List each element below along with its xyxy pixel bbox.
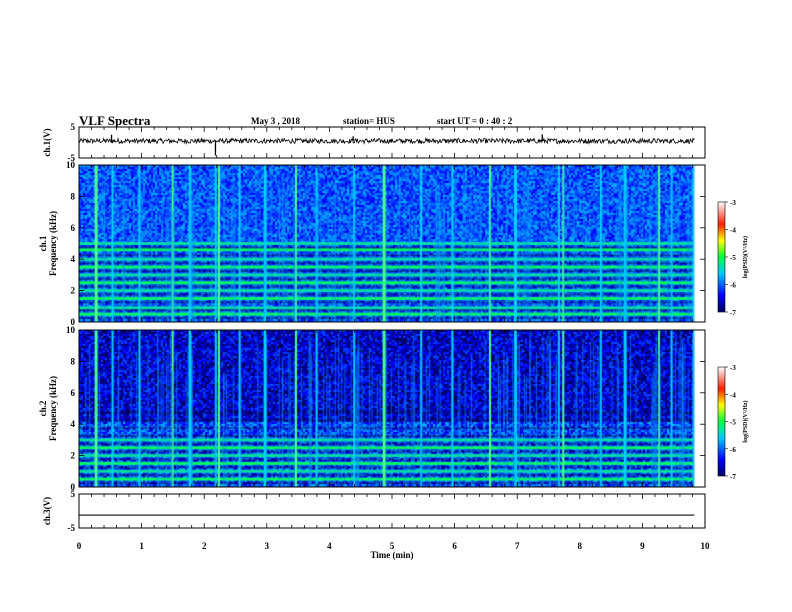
y-tick-label: -5 [68,153,76,163]
y-axis-label: ch.1 Frequency (kHz) [38,211,58,276]
y-tick-label: 6 [71,223,76,233]
colorbar-tick-label: -7 [730,473,736,481]
x-tick-label: 5 [390,541,395,551]
x-tick-label: 9 [640,541,645,551]
ch2-spectrogram-canvas [79,330,705,487]
y-tick-label: -5 [68,523,76,533]
y-tick-label: 5 [71,489,76,499]
station-label: station= HUS [343,116,395,126]
x-tick-label: 7 [515,541,520,551]
y-tick-label: 4 [71,254,76,264]
colorbar-tick-label: -6 [730,282,736,290]
x-axis-label: Time (min) [370,550,413,560]
y-tick-label: 0 [71,317,76,327]
chart-title: VLF Spectra [79,113,151,128]
y-tick-label: 10 [66,160,76,170]
colorbar-tick-label: -3 [730,364,736,372]
y-axis-label-line: ch.2 [38,400,48,416]
colorbar-tick-label: -4 [730,227,736,235]
y-tick-label: 6 [71,388,76,398]
colorbar-label: log(PSD)(V²/Hz) [742,400,749,442]
x-tick-label: 6 [452,541,457,551]
start-time-label: start UT = 0 : 40 : 2 [437,116,513,126]
ch1-waveform-trace [78,137,695,145]
y-axis-label-line: ch.3(V) [42,497,52,525]
y-axis-label-line: ch.1(V) [42,128,52,156]
y-axis-label: ch.1(V) [42,128,52,156]
y-tick-label: 8 [71,191,76,201]
y-tick-label: 4 [71,419,76,429]
x-tick-label: 2 [202,541,207,551]
y-axis-label-line: Frequency (kHz) [48,376,58,441]
y-tick-label: 5 [71,122,76,132]
y-tick-label: 0 [71,482,76,492]
colorbar [717,201,726,313]
colorbar-tick-label: -5 [730,254,736,262]
colorbar-tick-label: -7 [730,309,736,317]
panel-frame [78,493,706,529]
colorbar-tick-label: -4 [730,391,736,399]
y-tick-label: 8 [71,356,76,366]
colorbar-tick-label: -5 [730,419,736,427]
colorbar-tick-label: -3 [730,199,736,207]
y-axis-label-line: ch.1 [38,235,48,251]
colorbar-tick-label: -6 [730,446,736,454]
x-tick-label: 10 [701,541,711,551]
y-axis-label-line: Frequency (kHz) [48,211,58,276]
ch1-spectrogram-canvas [79,165,705,322]
date-label: May 3 , 2018 [251,116,300,126]
y-tick-label: 10 [66,325,76,335]
x-tick-label: 1 [139,541,144,551]
y-tick-label: 2 [71,286,76,296]
y-tick-label: 2 [71,451,76,461]
x-tick-label: 0 [77,541,82,551]
colorbar [717,366,726,477]
y-axis-label: ch.2 Frequency (kHz) [38,376,58,441]
x-tick-label: 4 [327,541,332,551]
colorbar-label-text: log(PSD)(V²/Hz) [742,236,749,278]
x-tick-label: 8 [578,541,583,551]
colorbar-label-text: log(PSD)(V²/Hz) [742,400,749,442]
y-axis-label: ch.3(V) [42,497,52,525]
colorbar-label: log(PSD)(V²/Hz) [742,236,749,278]
x-tick-label: 3 [265,541,270,551]
